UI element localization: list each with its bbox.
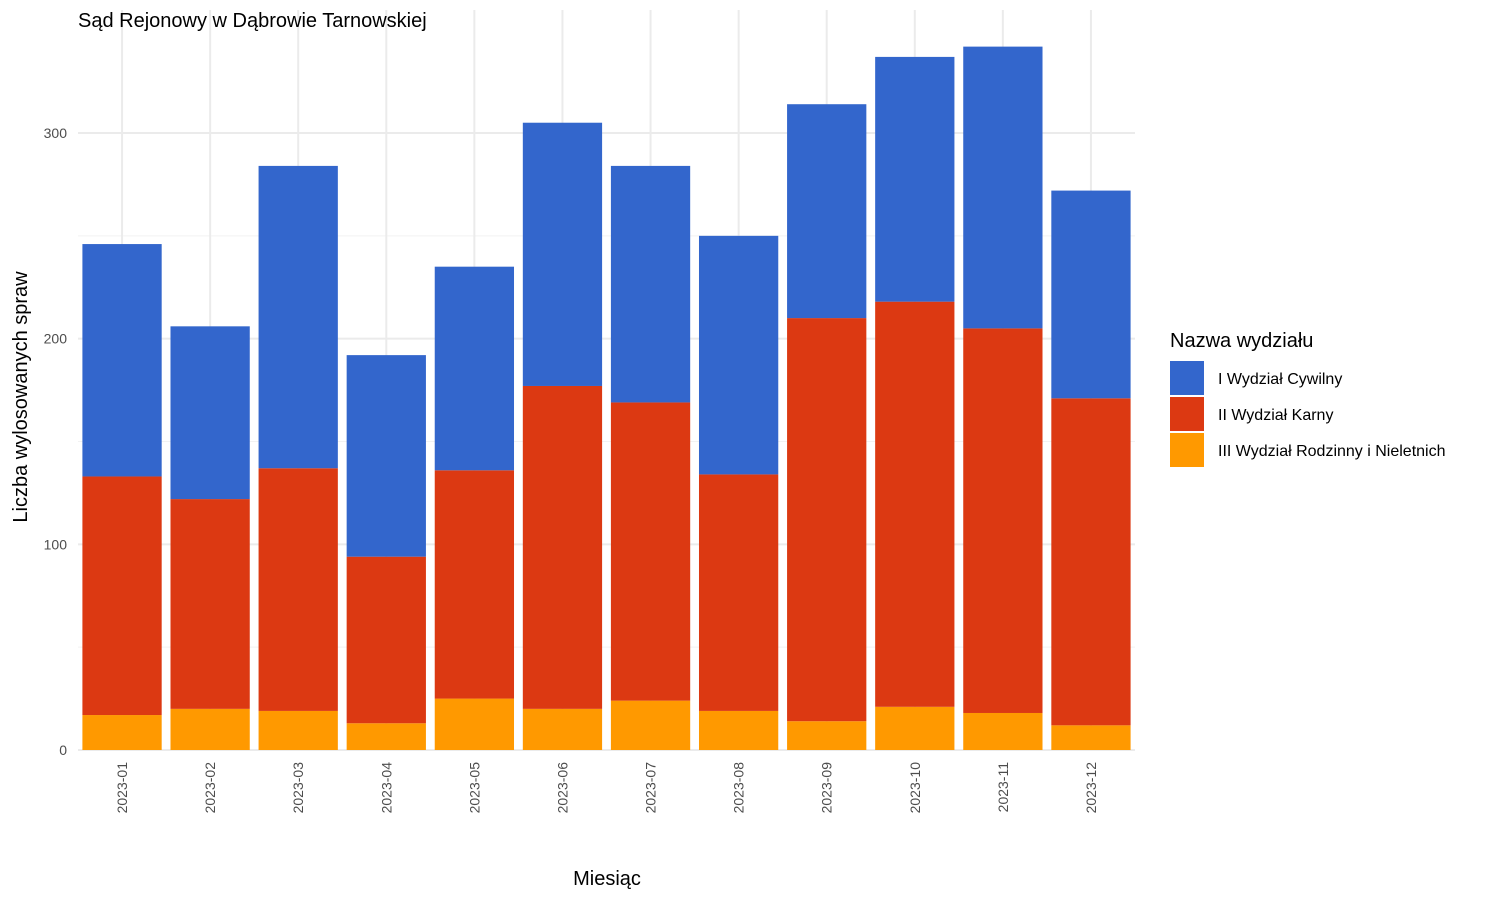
bar-segment [258,468,338,711]
bar-segment [610,402,691,701]
bar-segment [170,708,250,750]
bar-segment [698,474,779,711]
bar-segment [522,385,603,709]
y-axis-ticks: 0 100 200 300 [44,125,68,758]
x-tick-label: 2023-04 [378,762,394,814]
x-tick-label: 2023-11 [995,762,1011,813]
x-tick-label: 2023-09 [819,762,835,814]
bar-segment [610,700,691,750]
legend: Nazwa wydziału I Wydział Cywilny II Wydzi… [1170,330,1446,467]
x-tick-label: 2023-02 [202,762,218,814]
x-axis-title: Miesiąc [573,868,641,890]
bar-segment [346,723,426,750]
bar-segment [82,715,162,750]
bar-segment [346,355,426,557]
bar-segment [610,165,691,403]
bar-segment [346,556,426,724]
x-tick-label: 2023-01 [114,762,130,814]
legend-title: Nazwa wydziału [1170,330,1313,352]
x-axis-ticks: 2023-01 2023-02 2023-03 2023-04 2023-05 2023-… [114,762,1099,814]
legend-label: III Wydział Rodzinny i Nieletnich [1218,443,1446,460]
bar-segment [522,708,603,750]
bar-segment [875,301,955,707]
y-tick-label: 0 [59,742,67,758]
x-tick-label: 2023-07 [643,762,659,814]
bar-segment [82,476,162,716]
bar-segment [698,235,779,475]
bar-segment [434,470,515,699]
x-tick-label: 2023-12 [1083,762,1099,814]
bar-segment [1051,725,1131,750]
y-axis-title: Liczba wylosowanych spraw [10,271,32,523]
bar-segment [787,318,867,722]
bar-segment [787,104,867,319]
bar-segment [1051,190,1131,399]
x-tick-label: 2023-10 [907,762,923,814]
y-tick-label: 100 [44,536,68,552]
bar-segment [698,710,779,750]
bar-segment [1051,398,1131,726]
legend-key [1170,397,1204,431]
bar-segment [434,266,515,471]
x-tick-label: 2023-05 [466,762,482,814]
x-tick-label: 2023-03 [290,762,306,814]
bar-segment [522,122,603,386]
legend-key [1170,433,1204,467]
y-tick-label: 200 [44,331,68,347]
bar-segment [875,56,955,302]
chart-title: Sąd Rejonowy w Dąbrowie Tarnowskiej [78,10,427,32]
legend-key [1170,361,1204,395]
legend-label: II Wydział Karny [1218,407,1333,424]
bar-segment [963,328,1043,713]
bar-segment [258,165,338,469]
x-tick-label: 2023-08 [731,762,747,814]
legend-label: I Wydział Cywilny [1218,371,1342,388]
bar-segment [170,326,250,500]
bar-segment [258,710,338,750]
bar-segment [170,499,250,709]
bar-segment [82,244,162,477]
bar-segment [875,706,955,750]
y-tick-label: 300 [44,125,68,141]
bar-segment [434,698,515,750]
bar-segment [787,721,867,750]
bar-segment [963,712,1043,750]
bar-segment [963,46,1043,329]
bars [82,46,1131,750]
x-tick-label: 2023-06 [554,762,570,814]
